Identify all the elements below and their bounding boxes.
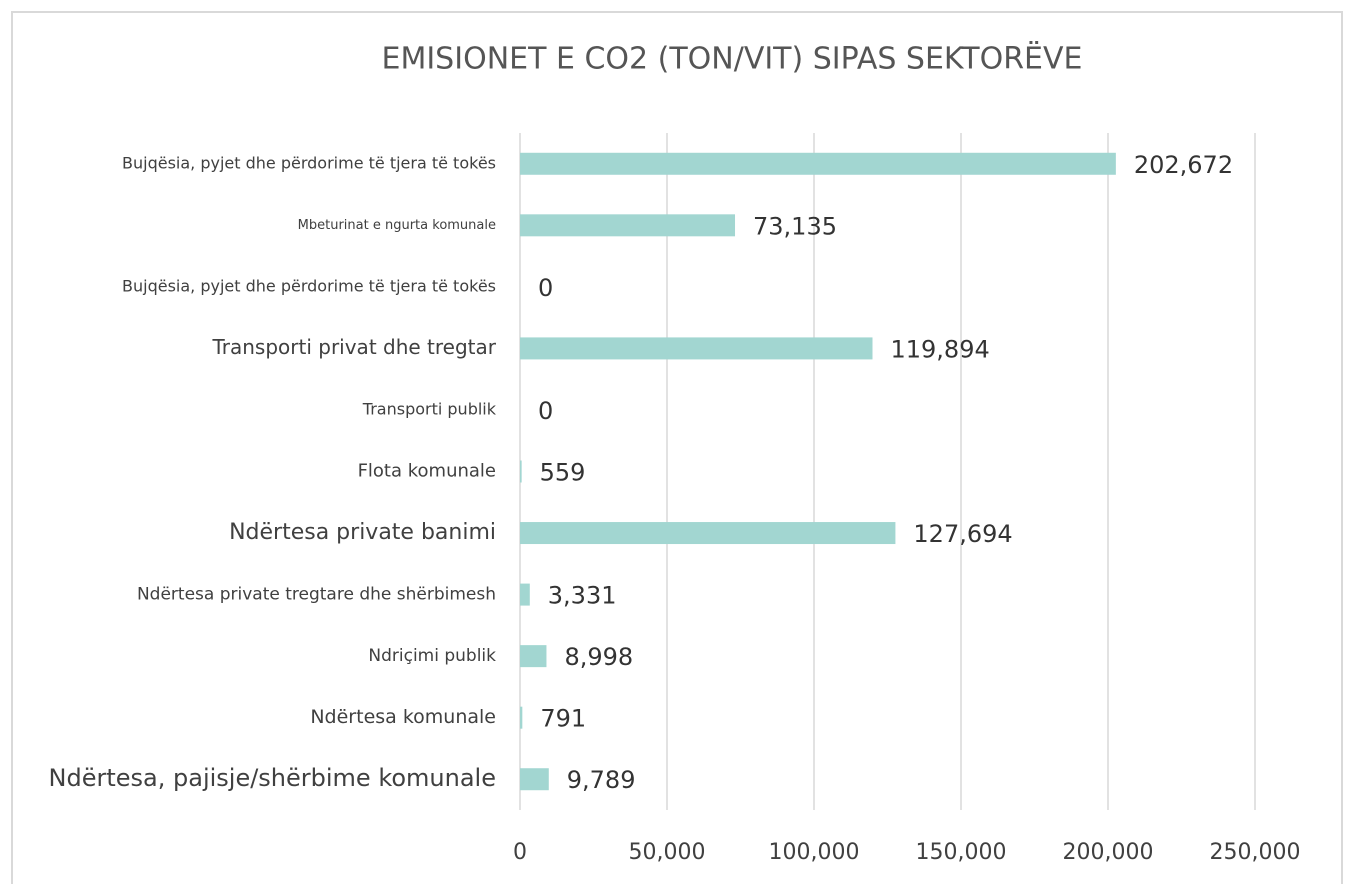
value-label: 0 (538, 397, 553, 425)
value-label: 9,789 (567, 766, 636, 794)
y-tick-label: Ndërtesa komunale (310, 706, 496, 728)
x-tick-label: 50,000 (629, 840, 706, 865)
value-label: 559 (540, 459, 586, 487)
y-tick-label: Transporti privat dhe tregtar (211, 335, 496, 359)
chart-border (11, 11, 1343, 884)
y-tick-label: Ndërtesa private banimi (229, 520, 496, 545)
y-tick-label: Mbeturinat e ngurta komunale (298, 218, 496, 233)
x-tick-label: 100,000 (769, 840, 860, 865)
value-label: 73,135 (753, 212, 837, 240)
bar (520, 583, 530, 606)
x-tick-label: 200,000 (1063, 840, 1154, 865)
y-tick-label: Ndriçimi publik (368, 646, 496, 666)
y-tick-label: Flota komunale (358, 461, 496, 482)
y-tick-label: Transporti publik (362, 399, 497, 418)
bar (520, 768, 549, 791)
y-tick-label: Ndërtesa, pajisje/shërbime komunale (49, 764, 496, 792)
y-tick-label: Bujqësia, pyjet dhe përdorime të tjera t… (122, 276, 496, 295)
value-label: 0 (538, 274, 553, 302)
x-tick-label: 0 (513, 840, 527, 865)
value-label: 8,998 (564, 643, 633, 671)
y-tick-label: Ndërtesa private tregtare dhe shërbimesh (137, 585, 496, 605)
bar (520, 522, 896, 545)
value-label: 3,331 (548, 582, 617, 610)
x-tick-label: 150,000 (916, 840, 1007, 865)
bar (520, 152, 1116, 175)
value-label: 202,672 (1134, 151, 1233, 179)
bar (520, 337, 873, 360)
value-label: 127,694 (913, 520, 1012, 548)
bar (520, 645, 547, 668)
chart-title: EMISIONET E CO2 (TON/VIT) SIPAS SEKTORËV… (382, 41, 1083, 77)
x-tick-label: 250,000 (1210, 840, 1301, 865)
bar (520, 706, 523, 729)
bar (520, 214, 736, 237)
value-label: 791 (540, 705, 586, 733)
value-label: 119,894 (890, 335, 989, 363)
y-tick-label: Bujqësia, pyjet dhe përdorime të tjera t… (122, 153, 496, 172)
bar (520, 460, 522, 483)
